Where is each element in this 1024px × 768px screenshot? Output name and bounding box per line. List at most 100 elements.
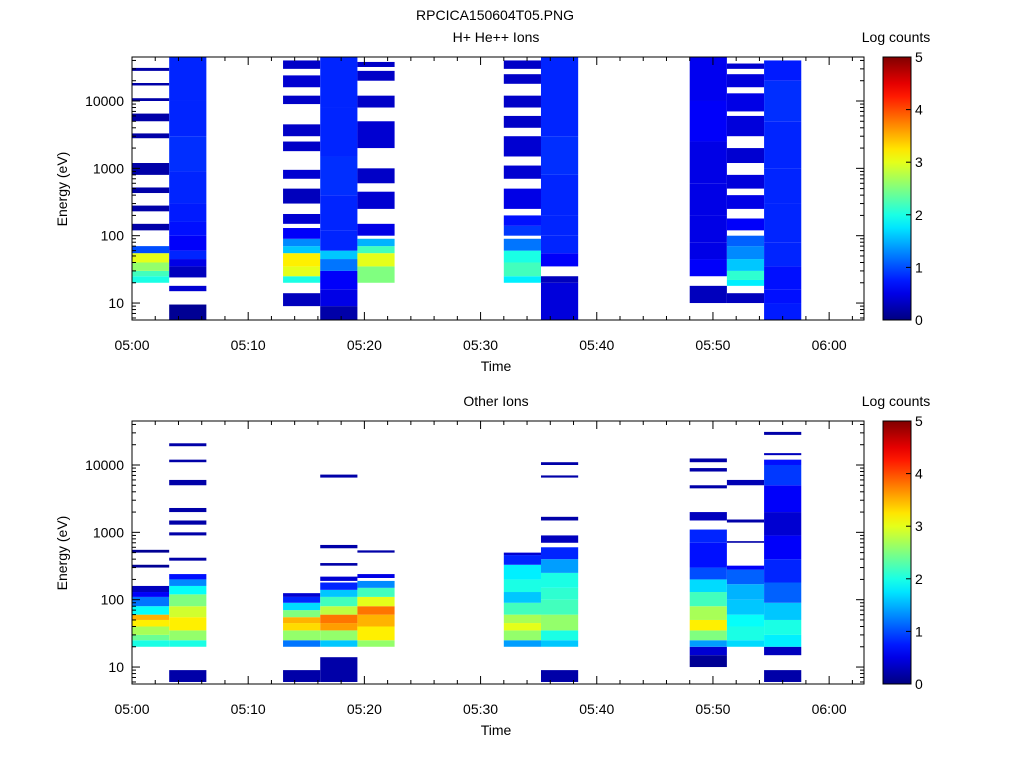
heatmap-cell [689, 592, 727, 607]
heatmap-cell [169, 443, 207, 447]
heatmap-cell [726, 93, 765, 112]
heatmap-cell [540, 136, 579, 175]
heatmap-cell [169, 221, 207, 236]
x-tick-label: 05:20 [347, 701, 382, 717]
panel-title: H+ He++ Ions [453, 29, 540, 45]
heatmap-cell [320, 306, 358, 320]
heatmap-cell [764, 582, 802, 603]
heatmap-cell [357, 61, 395, 67]
heatmap-cell [503, 95, 541, 108]
x-tick-label: 05:10 [231, 701, 266, 717]
heatmap-cell [689, 285, 727, 304]
heatmap-cell [132, 276, 170, 283]
colorbar-tick-label: 0 [915, 312, 923, 328]
heatmap-cell [357, 587, 395, 597]
heatmap-cell [320, 156, 358, 196]
heatmap-cell [320, 107, 358, 157]
heatmap-cell [169, 532, 207, 536]
heatmap-cell [169, 479, 207, 486]
heatmap-cell [540, 640, 579, 647]
colorbar [882, 420, 912, 685]
heatmap-cell [689, 485, 727, 489]
heatmap-cell [283, 95, 321, 105]
heatmap-cell [283, 276, 321, 283]
heatmap-cell [320, 657, 358, 682]
heatmap-cell [357, 238, 395, 247]
heatmap-cell [689, 259, 727, 277]
x-tick-label: 05:40 [579, 701, 614, 717]
heatmap-cell [764, 266, 802, 290]
heatmap-cell [320, 230, 358, 251]
heatmap-cell [540, 235, 579, 254]
colorbar-tick-label: 2 [915, 207, 923, 223]
heatmap-cell [503, 552, 541, 556]
heatmap-cell [132, 246, 170, 254]
heatmap-cell [132, 626, 170, 635]
heatmap-cell [764, 431, 802, 435]
heatmap-cell [540, 559, 579, 573]
x-tick-label: 05:10 [231, 337, 266, 353]
heatmap-cell [283, 640, 321, 647]
heatmap-cell [726, 246, 765, 260]
heatmap-cell [169, 670, 207, 682]
heatmap-cell [132, 614, 170, 620]
heatmap-cell [357, 596, 395, 607]
heatmap-cell [764, 559, 802, 583]
heatmap-cell [320, 289, 358, 307]
heatmap-cell [132, 262, 170, 271]
x-tick-label: 06:00 [812, 701, 847, 717]
heatmap-cell [132, 98, 170, 101]
heatmap-cell [283, 188, 321, 204]
heatmap-cell [764, 485, 802, 513]
heatmap-cell [320, 614, 358, 624]
figure-title: RPCICA150604T05.PNG [416, 7, 574, 23]
heatmap-cell [357, 70, 395, 81]
heatmap-cell [764, 602, 802, 620]
panel-h-he-ions: H+ He++ Ions Log counts Energy (eV) Time… [54, 29, 930, 374]
heatmap-cell [689, 619, 727, 631]
heatmap-cell [169, 171, 207, 204]
heatmap-cell [169, 259, 207, 267]
x-tick-label: 05:20 [347, 337, 382, 353]
heatmap-cell [357, 614, 395, 627]
heatmap-cell [320, 623, 358, 631]
y-axis-label: Energy (eV) [54, 516, 70, 591]
heatmap-cell [503, 592, 541, 603]
heatmap-cell [764, 121, 802, 169]
heatmap-cell [726, 626, 765, 641]
heatmap-cell [764, 303, 802, 320]
heatmap-cell [320, 544, 358, 549]
heatmap-cell [503, 225, 541, 236]
colorbar-tick-label: 5 [915, 49, 923, 65]
heatmap-cell [169, 57, 207, 101]
heatmap-cell [169, 574, 207, 580]
heatmap-cell [503, 630, 541, 641]
heatmap-cell [689, 100, 727, 142]
heatmap-cell [540, 475, 579, 478]
x-tick-label: 05:30 [463, 337, 498, 353]
heatmap-cell [169, 640, 207, 647]
heatmap-cell [503, 262, 541, 277]
heatmap-cell [169, 266, 207, 278]
heatmap-cell [357, 640, 395, 647]
heatmap-cell [689, 458, 727, 463]
panel-title: Other Ions [463, 393, 528, 409]
heatmap-cell [169, 507, 207, 513]
heatmap-cell [503, 250, 541, 263]
heatmap-cell [689, 57, 727, 101]
x-axis-label: Time [481, 358, 512, 374]
heatmap-cell [132, 592, 170, 597]
heatmap-cell [503, 579, 541, 593]
heatmap-cell [726, 115, 765, 137]
heatmap-cell [726, 599, 765, 615]
heatmap-cell [689, 579, 727, 593]
y-tick-label: 10000 [85, 457, 124, 473]
colorbar-tick-label: 3 [915, 518, 923, 534]
y-axis-label: Energy (eV) [54, 152, 70, 227]
heatmap-cell [320, 250, 358, 260]
heatmap-cell [283, 169, 321, 179]
heatmap-cell [169, 594, 207, 607]
heatmap-cell [540, 614, 579, 631]
heatmap-cell [283, 617, 321, 624]
